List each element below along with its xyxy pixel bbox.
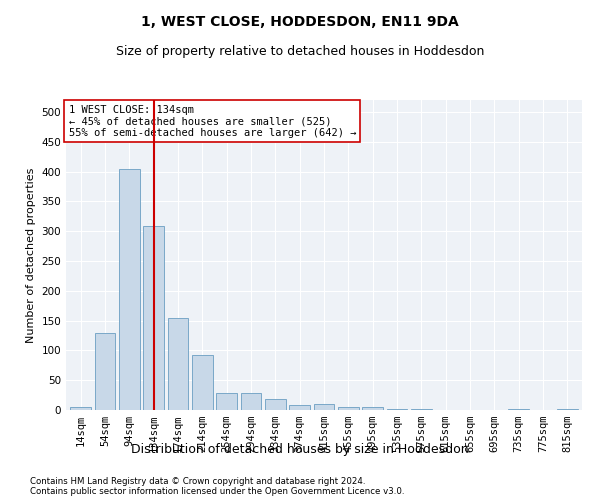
- Bar: [167, 318, 188, 410]
- Bar: [216, 394, 237, 410]
- Bar: [70, 407, 91, 410]
- Bar: [119, 168, 140, 410]
- Bar: [265, 400, 286, 410]
- Text: Size of property relative to detached houses in Hoddesdon: Size of property relative to detached ho…: [116, 45, 484, 58]
- Bar: [95, 332, 115, 410]
- Bar: [314, 404, 334, 410]
- Text: 1, WEST CLOSE, HODDESDON, EN11 9DA: 1, WEST CLOSE, HODDESDON, EN11 9DA: [141, 15, 459, 29]
- Text: Distribution of detached houses by size in Hoddesdon: Distribution of detached houses by size …: [131, 442, 469, 456]
- Bar: [289, 405, 310, 410]
- Y-axis label: Number of detached properties: Number of detached properties: [26, 168, 36, 342]
- Bar: [241, 394, 262, 410]
- Bar: [192, 355, 212, 410]
- Text: Contains public sector information licensed under the Open Government Licence v3: Contains public sector information licen…: [30, 488, 404, 496]
- Bar: [362, 407, 383, 410]
- Bar: [338, 407, 359, 410]
- Text: 1 WEST CLOSE: 134sqm
← 45% of detached houses are smaller (525)
55% of semi-deta: 1 WEST CLOSE: 134sqm ← 45% of detached h…: [68, 104, 356, 138]
- Text: Contains HM Land Registry data © Crown copyright and database right 2024.: Contains HM Land Registry data © Crown c…: [30, 478, 365, 486]
- Bar: [143, 226, 164, 410]
